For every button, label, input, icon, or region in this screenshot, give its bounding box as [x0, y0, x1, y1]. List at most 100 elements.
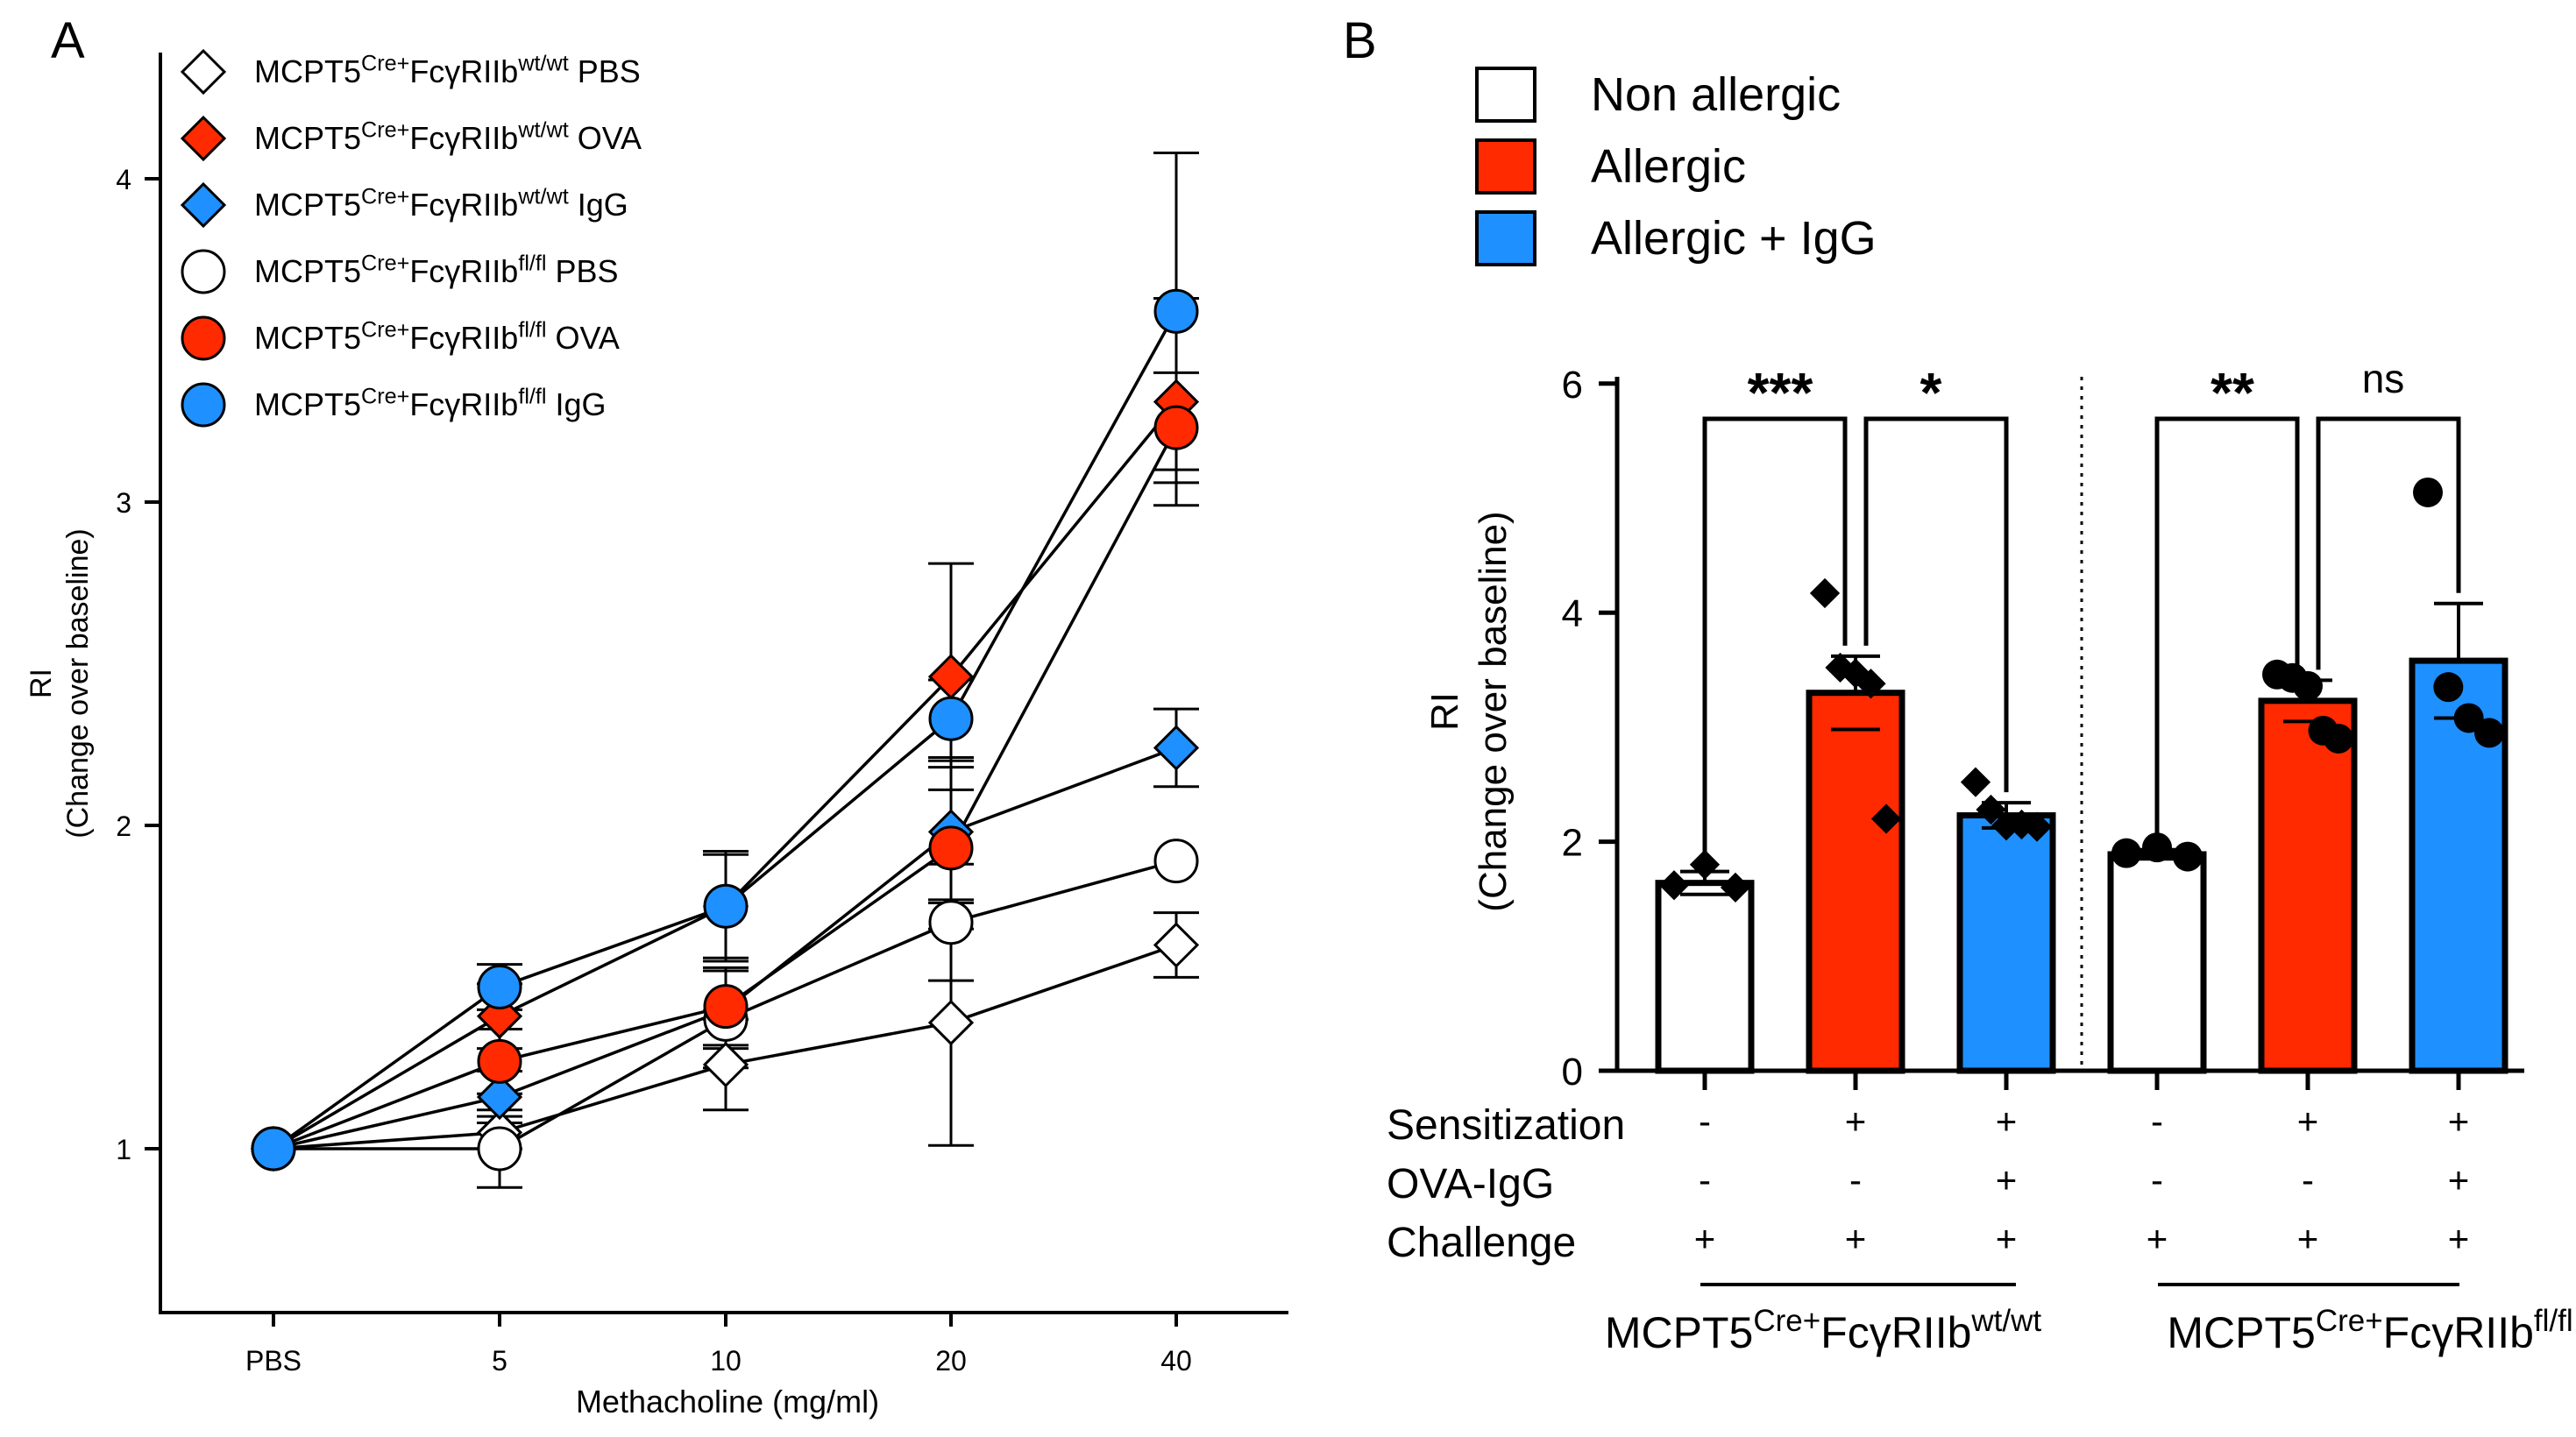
data-point [927, 999, 975, 1046]
data-point [477, 1038, 522, 1084]
panel-a-x-axis-title: Methacholine (mg/ml) [576, 1384, 879, 1419]
data-point [1153, 725, 1200, 771]
treatment-sign: + [2448, 1159, 2470, 1200]
x-tick-label: 40 [1160, 1345, 1192, 1377]
group-label: MCPT5Cre+FcγRIIbfl/fl [2167, 1304, 2572, 1357]
individual-point [1809, 577, 1841, 609]
treatment-sign: + [2147, 1218, 2168, 1259]
treatment-row-label: Sensitization [1387, 1102, 1625, 1149]
data-point [1153, 839, 1199, 884]
data-point [251, 1126, 296, 1172]
individual-point [1856, 669, 1886, 699]
legend-marker [181, 315, 226, 361]
legend-marker [180, 48, 227, 96]
data-point [1153, 405, 1199, 450]
bar [2258, 697, 2358, 1074]
bar [1655, 880, 1755, 1074]
individual-point [2173, 841, 2203, 872]
y-tick-label: 2 [1562, 822, 1583, 865]
panel-b-bar-chart: RI (Change over baseline) Non allergic Al… [1387, 67, 2573, 1357]
legend-label: MCPT5Cre+FcγRIIbfl/fl PBS [254, 251, 619, 289]
y-tick-label: 4 [116, 164, 131, 195]
legend-label: MCPT5Cre+FcγRIIbwt/wt IgG [254, 184, 628, 223]
legend-label: Non allergic [1591, 68, 1841, 121]
legend-marker [181, 249, 226, 294]
panel-a-y-axis-subtitle: (Change over baseline) [61, 528, 95, 838]
group-label: MCPT5Cre+FcγRIIbwt/wt [1605, 1304, 2042, 1357]
panel-a-y-axis-title: RI [25, 669, 58, 698]
y-tick-label: 2 [116, 811, 131, 842]
legend-marker [180, 181, 227, 229]
legend-marker [181, 382, 226, 428]
panel-a-label: A [51, 12, 85, 69]
treatment-sign: - [1849, 1159, 1862, 1200]
treatment-sign: + [1996, 1101, 2018, 1142]
individual-point [2413, 477, 2443, 507]
treatment-sign: + [1694, 1218, 1716, 1259]
data-point [928, 900, 974, 945]
legend-label: MCPT5Cre+FcγRIIbfl/fl OVA [254, 317, 620, 356]
significance-bracket [1702, 416, 1848, 861]
treatment-sign: - [2151, 1159, 2163, 1200]
treatment-sign: - [1699, 1101, 1711, 1142]
significance-bracket [2154, 416, 2300, 839]
data-point [477, 1126, 522, 1172]
x-tick-label: 5 [492, 1345, 507, 1377]
x-tick-label: 10 [710, 1345, 742, 1377]
bar [1806, 690, 1905, 1074]
treatment-sign: - [2151, 1101, 2163, 1142]
y-tick-label: 3 [116, 487, 131, 519]
legend-swatch [1475, 210, 1536, 266]
data-point [703, 984, 749, 1030]
bar [1956, 812, 2056, 1074]
treatment-row-label: Challenge [1387, 1220, 1576, 1266]
legend-label: MCPT5Cre+FcγRIIbfl/fl IgG [254, 384, 607, 422]
treatment-sign: - [2302, 1159, 2314, 1200]
individual-point [2474, 718, 2504, 748]
individual-point [2324, 723, 2353, 754]
treatment-sign: + [1845, 1101, 1867, 1142]
legend-label: MCPT5Cre+FcγRIIbwt/wt OVA [254, 117, 642, 156]
panel-a-line-chart: Methacholine (mg/ml) RI (Change over bas… [25, 48, 1288, 1419]
x-tick-label: PBS [245, 1345, 302, 1377]
individual-point [1689, 849, 1721, 880]
data-point [928, 825, 974, 871]
panel-b-label: B [1343, 12, 1377, 69]
y-tick-label: 4 [1562, 592, 1583, 635]
individual-point [1870, 803, 1902, 834]
data-point [1153, 922, 1200, 968]
data-point [477, 965, 522, 1009]
individual-point [1976, 794, 2006, 825]
treatment-sign: + [1845, 1218, 1867, 1259]
individual-point [1720, 872, 1751, 903]
treatment-sign: + [1996, 1218, 2018, 1259]
individual-point [2021, 811, 2053, 842]
significance-label: ** [2211, 361, 2254, 424]
significance-label: *** [1748, 361, 1813, 424]
data-point [703, 883, 749, 929]
data-point [1153, 288, 1199, 334]
individual-point [2293, 670, 2323, 701]
legend-label: Allergic [1591, 140, 1746, 193]
data-point [928, 696, 974, 741]
individual-point [2142, 832, 2172, 863]
individual-point [2433, 672, 2464, 703]
x-tick-label: 20 [935, 1345, 967, 1377]
y-tick-label: 0 [1562, 1051, 1583, 1094]
significance-bracket [2316, 416, 2461, 670]
y-tick-label: 6 [1562, 364, 1583, 407]
significance-label: * [1920, 361, 1942, 424]
legend-label: Allergic + IgG [1591, 212, 1877, 265]
y-tick-label: 1 [116, 1134, 131, 1165]
treatment-sign: + [2297, 1101, 2319, 1142]
panel-b-y-axis-subtitle: (Change over baseline) [1472, 511, 1515, 911]
individual-point [1960, 767, 1991, 797]
individual-point [2453, 703, 2484, 733]
data-point [702, 1041, 749, 1088]
legend-swatch [1475, 67, 1536, 123]
treatment-sign: + [1996, 1159, 2018, 1200]
treatment-sign: + [2448, 1101, 2470, 1142]
bar [2107, 851, 2207, 1074]
significance-bracket [1863, 416, 2009, 793]
